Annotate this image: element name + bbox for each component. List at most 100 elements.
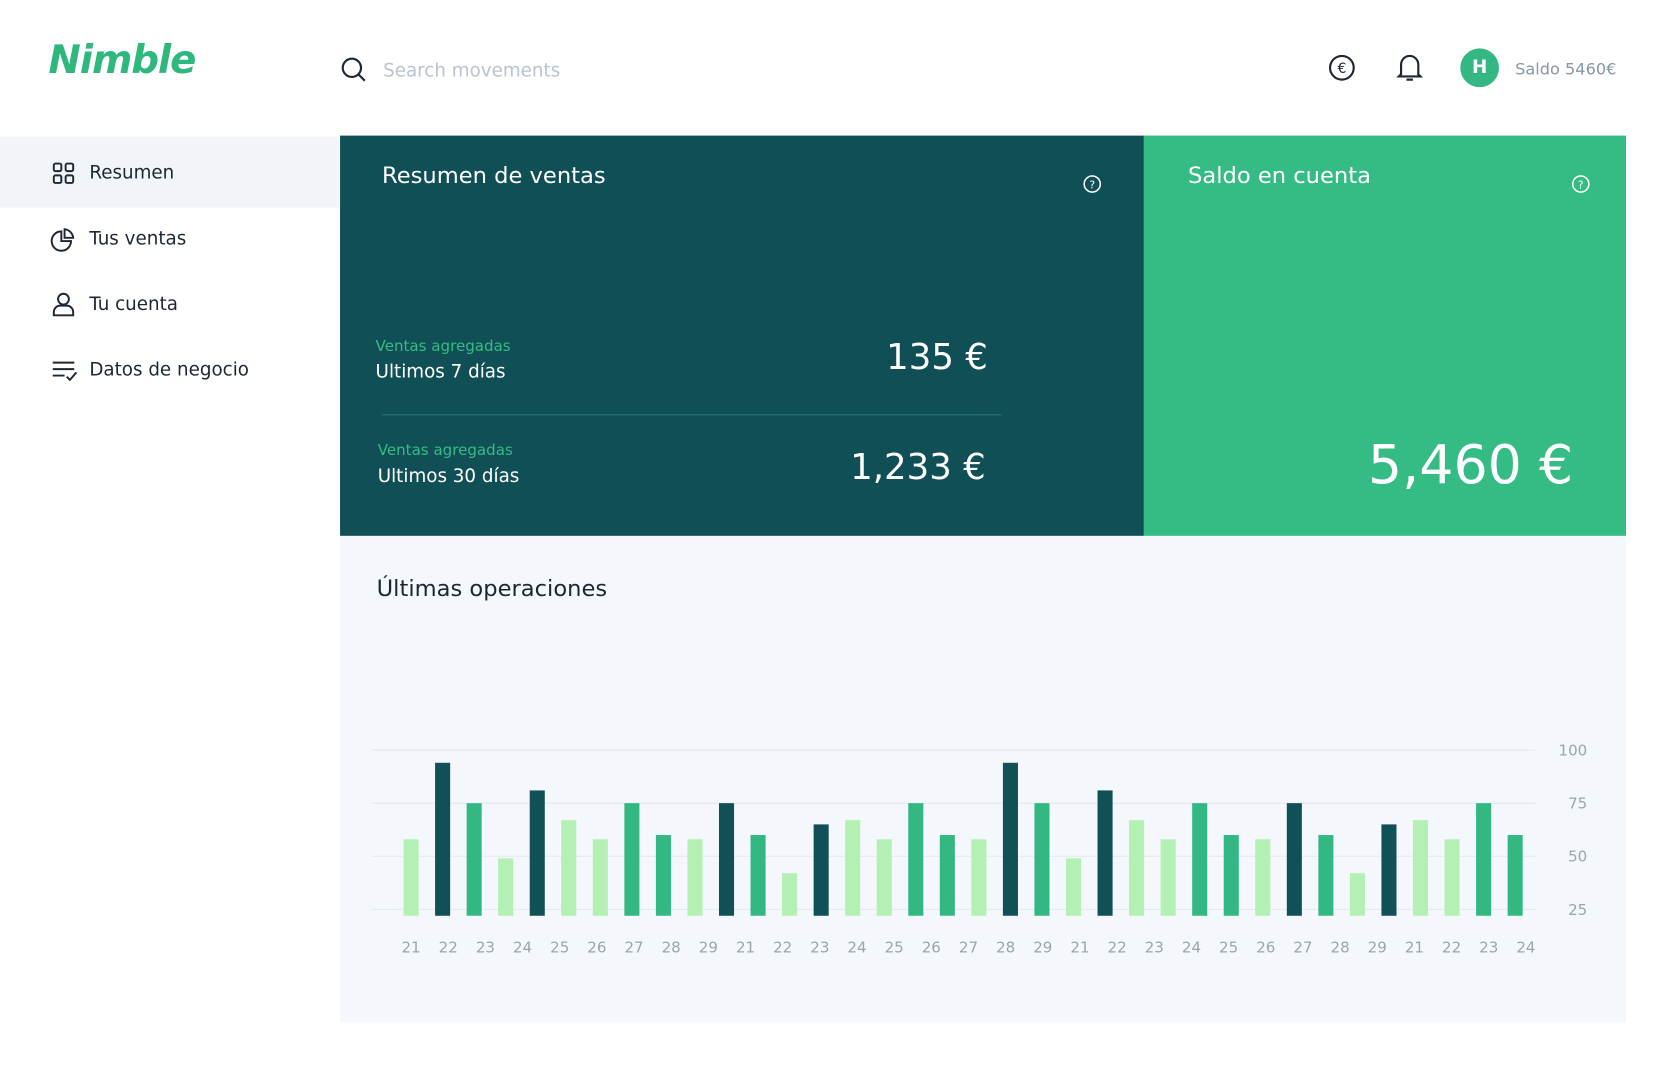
nav-item[interactable]: Tu cuenta [89,293,179,316]
x-tick-label: 23 [1479,938,1498,956]
avatar[interactable]: H [1460,48,1500,88]
x-tick-label: 22 [1108,938,1127,956]
nav-icon [52,361,78,382]
bar [1381,824,1397,916]
svg-text:?: ? [1578,178,1584,191]
help-icon[interactable]: ? [1083,174,1102,193]
help-icon[interactable]: ? [1571,174,1590,193]
bar [718,803,735,916]
bar [1002,762,1018,916]
x-tick-label: 25 [1219,938,1238,956]
divider [382,414,1002,416]
y-tick-label: 50 [1568,848,1587,866]
search-input[interactable]: Search movements [383,60,561,82]
row-label: Ventas agregadas [375,337,511,356]
bar [971,839,987,916]
x-tick-label: 22 [1442,938,1461,956]
x-tick-label: 28 [662,938,681,956]
x-tick-label: 29 [1033,938,1052,956]
x-tick-label: 21 [736,938,755,956]
bar [466,803,482,916]
logo[interactable]: Nimble [48,38,196,83]
sales-panel [340,135,1144,536]
bar [1192,803,1208,916]
x-tick-label: 21 [1070,938,1089,956]
y-tick-label: 25 [1568,901,1587,919]
bell-icon[interactable] [1396,52,1424,84]
bar [1129,820,1145,916]
bar [908,803,924,916]
x-tick-label: 29 [699,938,718,956]
bar [1286,803,1302,916]
bar [1318,835,1334,916]
x-tick-label: 28 [996,938,1015,956]
bar [403,839,419,916]
bar [687,839,703,916]
euro-icon[interactable]: € [1328,54,1356,82]
x-tick-label: 24 [847,938,866,956]
bar [561,820,577,916]
search-icon[interactable] [340,56,368,84]
bar [1412,820,1429,916]
x-tick-label: 26 [587,938,606,956]
x-tick-label: 21 [1405,938,1424,956]
bar [845,820,861,916]
balance-label: Saldo 5460€ [1515,59,1617,79]
bar [592,839,608,916]
panel-title: Resumen de ventas [382,162,606,189]
bar [624,803,640,916]
row-period: Ultimos 30 días [377,465,520,488]
bar [782,873,798,916]
x-tick-label: 29 [1368,938,1387,956]
y-tick-label: 75 [1568,795,1587,813]
x-tick-label: 22 [439,938,458,956]
chart: 25 50 75 100 21 22 23 24 25 26 27 28 29 21 22 23 24 25 26 2… [371,741,1588,956]
bar [876,839,892,916]
bar [1160,839,1176,916]
x-tick-label: 27 [1293,938,1312,956]
bar [498,858,514,916]
nav-active-bg [0,136,339,208]
svg-text:?: ? [1089,178,1095,191]
balance-amount: 5,460 € [1367,433,1574,497]
x-tick-label: 27 [624,938,643,956]
bar [939,835,955,916]
x-tick-label: 26 [1256,938,1275,956]
x-tick-label: 28 [1331,938,1350,956]
operations-panel [340,535,1626,1023]
x-tick-label: 24 [1182,938,1201,956]
panel-title: Saldo en cuenta [1188,162,1371,189]
nav-icon [50,228,75,252]
nav-item[interactable]: Datos de negocio [89,359,249,381]
bar [1349,873,1365,916]
nav-icon [52,162,75,184]
nav-item[interactable]: Resumen [89,162,175,185]
nav-icon [52,292,75,317]
nav-item[interactable]: Tus ventas [89,228,187,250]
x-tick-label: 21 [401,938,420,956]
x-tick-label: 23 [1145,938,1164,956]
x-tick-label: 26 [922,938,941,956]
bar [1444,839,1460,916]
x-tick-label: 24 [513,938,532,956]
chart-title: Últimas operaciones [376,575,608,602]
bar [1034,803,1050,916]
x-tick-label: 25 [550,938,569,956]
row-period: Ultimos 7 días [375,361,506,384]
bar [1097,790,1113,916]
bar [435,762,451,916]
x-tick-label: 24 [1516,938,1535,956]
bar [655,835,671,916]
balance-panel [1143,135,1626,536]
x-tick-label: 25 [885,938,904,956]
bar [813,824,829,916]
y-tick-label: 100 [1559,741,1588,759]
row-amount: 135 € [886,335,988,378]
x-tick-label: 22 [773,938,792,956]
bar [750,835,766,916]
bar [1507,835,1523,916]
bar [1255,839,1271,916]
bar [1065,858,1082,916]
